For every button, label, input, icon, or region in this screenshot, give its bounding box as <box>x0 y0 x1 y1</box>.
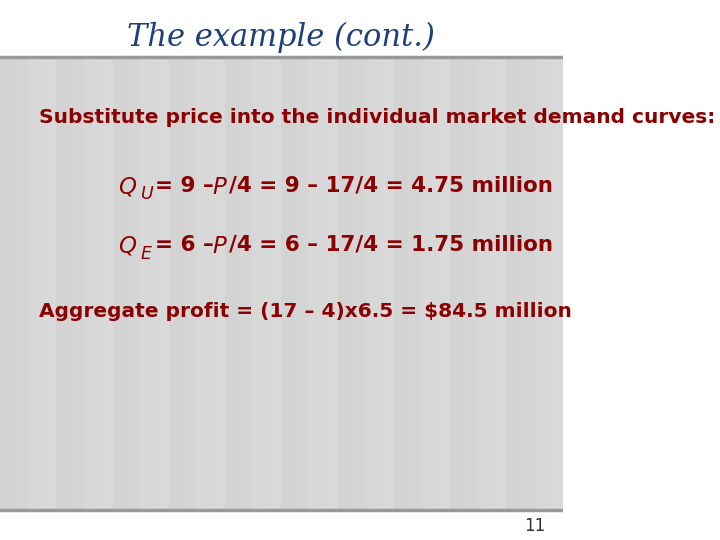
FancyBboxPatch shape <box>282 57 295 510</box>
FancyBboxPatch shape <box>14 57 28 510</box>
Text: Aggregate profit = (17 – 4)x6.5 = $84.5 million: Aggregate profit = (17 – 4)x6.5 = $84.5 … <box>40 302 572 321</box>
FancyBboxPatch shape <box>28 57 42 510</box>
FancyBboxPatch shape <box>183 57 197 510</box>
Text: The example (cont.): The example (cont.) <box>127 22 436 53</box>
FancyBboxPatch shape <box>127 57 140 510</box>
Text: $\mathit{U}$: $\mathit{U}$ <box>140 185 154 203</box>
Text: $\mathit{P}$: $\mathit{P}$ <box>212 235 228 258</box>
FancyBboxPatch shape <box>239 57 253 510</box>
FancyBboxPatch shape <box>380 57 394 510</box>
FancyBboxPatch shape <box>56 57 71 510</box>
FancyBboxPatch shape <box>42 57 56 510</box>
FancyBboxPatch shape <box>549 57 563 510</box>
FancyBboxPatch shape <box>168 57 183 510</box>
FancyBboxPatch shape <box>366 57 380 510</box>
FancyBboxPatch shape <box>492 57 506 510</box>
FancyBboxPatch shape <box>351 57 366 510</box>
FancyBboxPatch shape <box>0 57 14 510</box>
FancyBboxPatch shape <box>534 57 549 510</box>
FancyBboxPatch shape <box>112 57 127 510</box>
FancyBboxPatch shape <box>422 57 436 510</box>
FancyBboxPatch shape <box>394 57 408 510</box>
FancyBboxPatch shape <box>436 57 450 510</box>
FancyBboxPatch shape <box>408 57 422 510</box>
Text: $\mathit{Q}$: $\mathit{Q}$ <box>118 176 138 199</box>
FancyBboxPatch shape <box>464 57 478 510</box>
FancyBboxPatch shape <box>267 57 282 510</box>
Text: 11: 11 <box>525 517 546 535</box>
Text: Substitute price into the individual market demand curves:: Substitute price into the individual mar… <box>40 108 716 127</box>
Text: = 9 –: = 9 – <box>155 176 221 195</box>
FancyBboxPatch shape <box>310 57 323 510</box>
FancyBboxPatch shape <box>478 57 492 510</box>
FancyBboxPatch shape <box>84 57 99 510</box>
FancyBboxPatch shape <box>506 57 521 510</box>
Text: $\mathit{Q}$: $\mathit{Q}$ <box>118 235 138 258</box>
Text: = 6 –: = 6 – <box>155 235 221 255</box>
Text: /4 = 6 – 17/4 = 1.75 million: /4 = 6 – 17/4 = 1.75 million <box>229 235 553 255</box>
Text: $\mathit{E}$: $\mathit{E}$ <box>140 245 153 262</box>
FancyBboxPatch shape <box>211 57 225 510</box>
FancyBboxPatch shape <box>323 57 338 510</box>
FancyBboxPatch shape <box>338 57 351 510</box>
FancyBboxPatch shape <box>225 57 239 510</box>
FancyBboxPatch shape <box>99 57 112 510</box>
FancyBboxPatch shape <box>197 57 211 510</box>
Text: /4 = 9 – 17/4 = 4.75 million: /4 = 9 – 17/4 = 4.75 million <box>229 176 553 195</box>
FancyBboxPatch shape <box>155 57 168 510</box>
FancyBboxPatch shape <box>521 57 534 510</box>
Text: $\mathit{P}$: $\mathit{P}$ <box>212 176 228 199</box>
FancyBboxPatch shape <box>253 57 267 510</box>
FancyBboxPatch shape <box>450 57 464 510</box>
FancyBboxPatch shape <box>295 57 310 510</box>
FancyBboxPatch shape <box>140 57 155 510</box>
FancyBboxPatch shape <box>71 57 84 510</box>
FancyBboxPatch shape <box>0 57 563 510</box>
